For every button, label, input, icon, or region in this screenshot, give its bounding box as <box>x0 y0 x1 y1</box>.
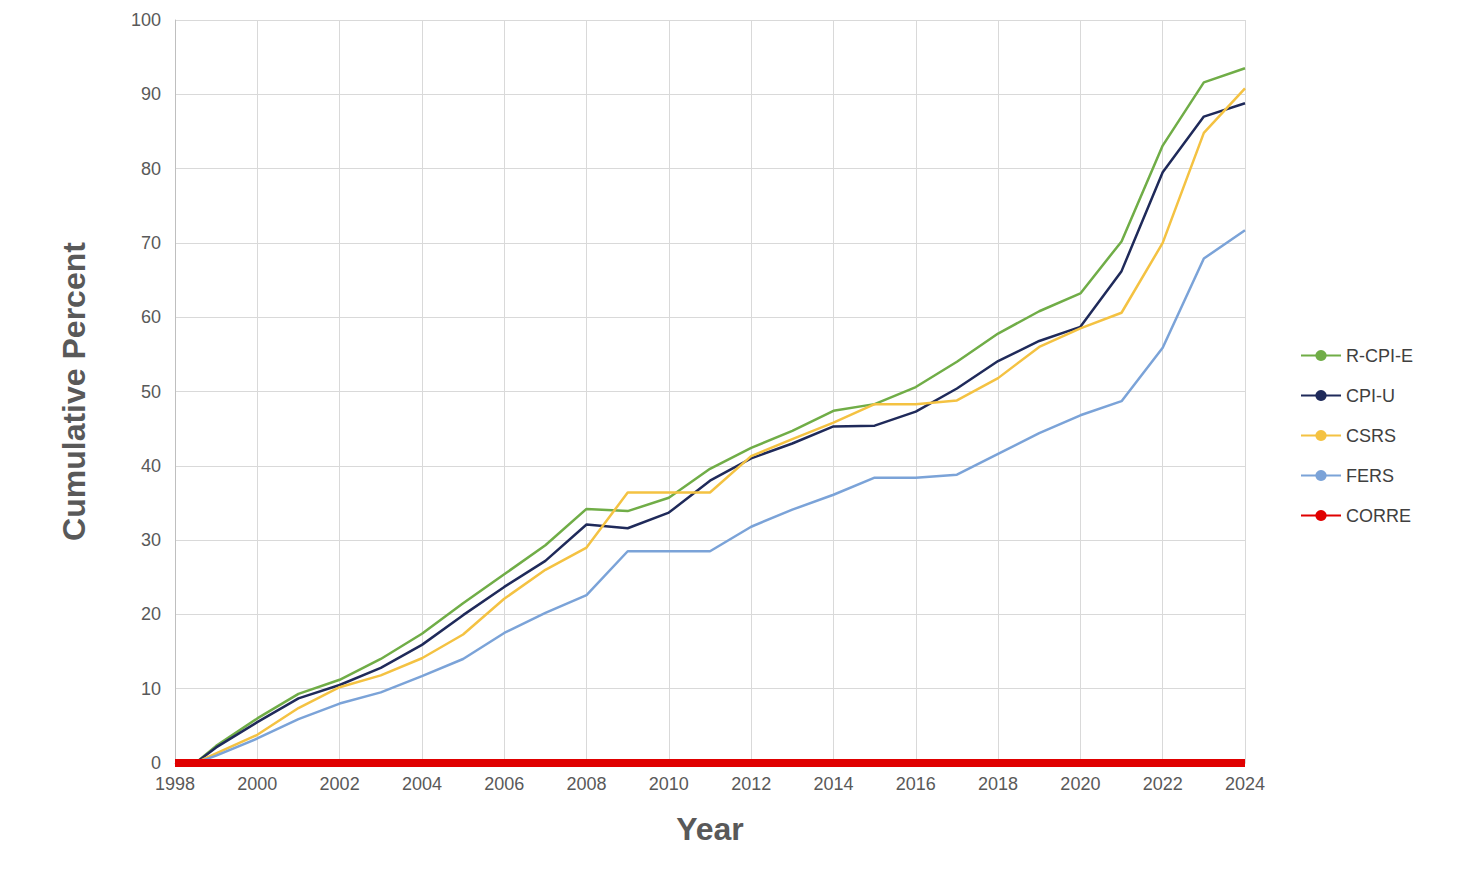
svg-text:2002: 2002 <box>320 774 360 794</box>
svg-text:70: 70 <box>141 233 161 253</box>
svg-text:CSRS: CSRS <box>1346 426 1396 446</box>
svg-text:2024: 2024 <box>1225 774 1265 794</box>
svg-text:2008: 2008 <box>567 774 607 794</box>
svg-text:R-CPI-E: R-CPI-E <box>1346 346 1413 366</box>
svg-text:Cumulative Percent: Cumulative Percent <box>56 242 92 541</box>
svg-text:CPI-U: CPI-U <box>1346 386 1395 406</box>
svg-text:2000: 2000 <box>237 774 277 794</box>
svg-text:2018: 2018 <box>978 774 1018 794</box>
svg-text:30: 30 <box>141 530 161 550</box>
svg-text:50: 50 <box>141 382 161 402</box>
svg-text:2020: 2020 <box>1060 774 1100 794</box>
svg-text:2012: 2012 <box>731 774 771 794</box>
svg-text:2010: 2010 <box>649 774 689 794</box>
svg-text:90: 90 <box>141 84 161 104</box>
svg-text:40: 40 <box>141 456 161 476</box>
svg-text:100: 100 <box>131 10 161 30</box>
svg-text:2004: 2004 <box>402 774 442 794</box>
svg-text:2022: 2022 <box>1143 774 1183 794</box>
svg-text:0: 0 <box>151 753 161 773</box>
svg-text:CORRE: CORRE <box>1346 506 1411 526</box>
svg-text:FERS: FERS <box>1346 466 1394 486</box>
svg-text:60: 60 <box>141 307 161 327</box>
svg-text:1998: 1998 <box>155 774 195 794</box>
svg-text:20: 20 <box>141 604 161 624</box>
svg-text:Year: Year <box>676 811 744 847</box>
svg-text:2016: 2016 <box>896 774 936 794</box>
svg-text:10: 10 <box>141 679 161 699</box>
svg-text:80: 80 <box>141 159 161 179</box>
svg-text:2006: 2006 <box>484 774 524 794</box>
svg-text:2014: 2014 <box>813 774 853 794</box>
